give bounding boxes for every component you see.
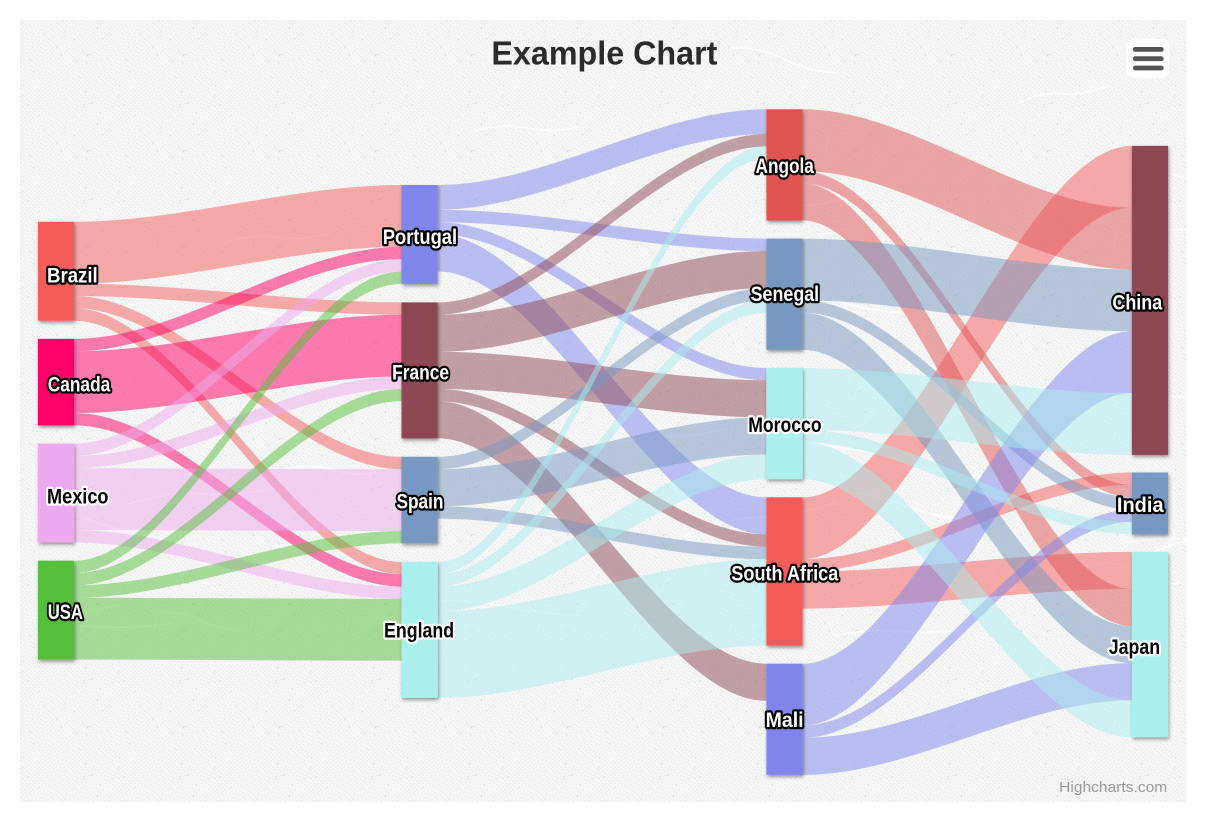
svg-text:Canada: Canada <box>48 373 111 396</box>
svg-text:Spain: Spain <box>397 491 444 514</box>
svg-text:Angola: Angola <box>756 155 815 178</box>
svg-text:Japan: Japan <box>1109 636 1160 659</box>
svg-text:France: France <box>392 361 449 384</box>
svg-text:USA: USA <box>48 601 83 624</box>
svg-text:Mexico: Mexico <box>47 485 109 508</box>
svg-text:South Africa: South Africa <box>731 562 838 585</box>
svg-text:England: England <box>384 620 454 643</box>
svg-text:China: China <box>1112 291 1162 314</box>
svg-text:Portugal: Portugal <box>383 226 457 249</box>
svg-text:Brazil: Brazil <box>47 264 98 287</box>
svg-text:Senegal: Senegal <box>751 283 820 306</box>
svg-text:Example Chart: Example Chart <box>491 36 717 73</box>
svg-text:India: India <box>1117 494 1164 517</box>
svg-text:Mali: Mali <box>766 709 804 732</box>
svg-text:Morocco: Morocco <box>748 414 821 437</box>
svg-text:Highcharts.com: Highcharts.com <box>1059 779 1167 796</box>
